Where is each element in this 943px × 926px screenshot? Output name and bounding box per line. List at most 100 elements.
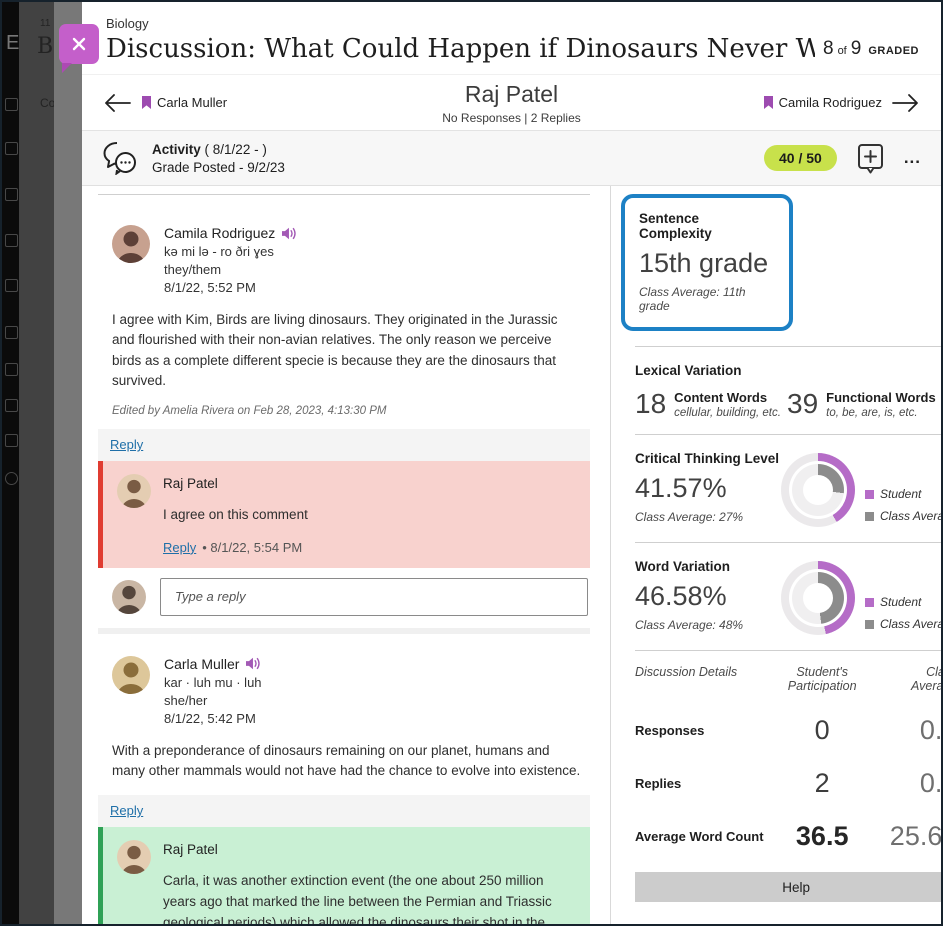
thread-divider xyxy=(98,194,590,195)
post-timestamp: 8/1/22, 5:52 PM xyxy=(164,280,256,295)
content-words-label: Content Words xyxy=(674,390,768,405)
student-value: 2 xyxy=(814,768,830,798)
close-button[interactable] xyxy=(59,24,99,73)
student-legend-swatch xyxy=(865,489,874,499)
student-reply-highlight-red: Raj Patel I agree on this comment Reply … xyxy=(98,461,590,568)
word-variation-title: Word Variation xyxy=(635,559,731,574)
student-legend-swatch xyxy=(865,597,874,607)
graded-current: 8 xyxy=(822,38,834,59)
reply-link[interactable]: Reply xyxy=(110,803,144,819)
next-student-arrow[interactable] xyxy=(892,93,919,113)
background-text-fragment: B xyxy=(37,34,54,59)
arrow-left-icon xyxy=(105,93,131,112)
previous-student-arrow[interactable] xyxy=(104,93,131,113)
add-feedback-icon[interactable] xyxy=(857,143,884,174)
nav-icon-sign-out[interactable] xyxy=(5,472,18,485)
critical-thinking-value: 41.57% xyxy=(635,473,727,503)
section-divider xyxy=(635,542,941,543)
row-label: Average Word Count xyxy=(635,829,764,844)
reply-input[interactable] xyxy=(160,577,588,616)
word-variation-value: 46.58% xyxy=(635,581,727,611)
analytics-panel: Sentence Complexity 15th grade Class Ave… xyxy=(610,186,943,924)
discussion-activity-icon xyxy=(103,142,136,175)
graded-progress: 8 of 9 GRADED xyxy=(815,38,919,60)
graded-label: GRADED xyxy=(868,45,919,57)
student-legend-label: Student xyxy=(880,595,922,609)
previous-student-name: Carla Muller xyxy=(157,95,228,110)
help-button[interactable]: Help xyxy=(635,872,941,902)
panel-header: Biology Discussion: What Could Happen if… xyxy=(82,2,941,74)
pronounce-name-icon[interactable] xyxy=(245,657,261,670)
previous-student-button[interactable]: Carla Muller xyxy=(141,95,227,110)
word-variation-donut-chart: Student Class Average xyxy=(781,561,943,635)
functional-words-value: 39 xyxy=(787,388,819,419)
pronounce-name-icon[interactable] xyxy=(281,227,296,240)
avatar xyxy=(112,225,150,263)
section-divider xyxy=(635,346,941,347)
student-value: 36.5 xyxy=(795,821,849,851)
student-reply-highlight-green: Raj Patel Carla, it was another extincti… xyxy=(98,827,590,924)
donut-legend: Student Class Average xyxy=(865,479,941,527)
nav-icon-messages[interactable] xyxy=(5,363,18,376)
graded-of: of xyxy=(837,45,847,57)
avatar xyxy=(117,474,151,508)
post-edited-note: Edited by Amelia Rivera on Feb 28, 2023,… xyxy=(112,405,387,417)
activity-text: Activity ( 8/1/22 - ) Grade Posted - 9/2… xyxy=(152,142,285,175)
critical-thinking-title: Critical Thinking Level xyxy=(635,451,780,466)
discussion-post: Camila Rodriguez kə mi lə - ro ðri ɣes t… xyxy=(98,225,590,417)
critical-thinking-section: Critical Thinking Level 41.57% Class Ave… xyxy=(635,451,941,527)
reply-link[interactable]: Reply xyxy=(110,437,144,452)
discussion-thread: Camila Rodriguez kə mi lə - ro ðri ɣes t… xyxy=(82,186,610,924)
sentence-complexity-card: Sentence Complexity 15th grade Class Ave… xyxy=(621,194,793,331)
details-header-2: Student's Participation xyxy=(787,665,857,693)
next-student-button[interactable]: Camila Rodriguez xyxy=(763,95,882,110)
content-words-stat: 18 Content Words cellular, building, etc… xyxy=(635,390,787,420)
dimmed-page-strip: 11 B Co xyxy=(19,2,55,924)
donut-legend: Student Class Average xyxy=(865,587,943,635)
student-value: 0 xyxy=(814,715,830,745)
post-pronunciation: kar · luh mu · luh xyxy=(164,674,262,690)
functional-words-stat: 39 Functional Words to, be, are, is, etc… xyxy=(787,388,939,420)
grade-pill[interactable]: 40 / 50 xyxy=(764,145,837,171)
nav-icon-activity[interactable] xyxy=(5,188,18,201)
nav-icon-organizations[interactable] xyxy=(5,279,18,292)
critical-thinking-average: Class Average: 27% xyxy=(635,510,744,524)
post-pronouns: they/them xyxy=(164,262,222,277)
word-variation-average: Class Average: 48% xyxy=(635,618,744,632)
activity-label: Activity xyxy=(152,141,201,157)
nav-icon-calendar[interactable] xyxy=(5,326,18,339)
arrow-right-icon xyxy=(892,93,918,112)
dimmed-overlay-strip xyxy=(54,2,82,924)
avatar xyxy=(112,655,150,694)
bookmark-icon xyxy=(763,96,773,109)
post-body: With a preponderance of dinosaurs remain… xyxy=(112,742,581,779)
class-value: 0.8 xyxy=(919,715,943,745)
lexical-variation-title: Lexical Variation xyxy=(635,363,742,378)
base-nav-rail: E xyxy=(2,2,19,924)
lexical-variation-section: Lexical Variation 18 Content Words cellu… xyxy=(635,363,941,420)
nav-icon-tools[interactable] xyxy=(5,434,18,447)
details-header-1: Discussion Details xyxy=(635,665,738,679)
reply-band: Reply xyxy=(98,795,590,828)
reply-timestamp: • 8/1/22, 5:54 PM xyxy=(202,539,303,555)
page-title: Discussion: What Could Happen if Dinosau… xyxy=(106,34,815,64)
activity-bar: Activity ( 8/1/22 - ) Grade Posted - 9/2… xyxy=(82,131,941,186)
avatar xyxy=(117,840,151,875)
nav-icon-courses[interactable] xyxy=(5,234,18,247)
row-label: Responses xyxy=(635,723,705,738)
more-options-icon[interactable]: ... xyxy=(903,148,921,167)
post-author: Camila Rodriguez xyxy=(164,225,276,241)
nav-icon-grades[interactable] xyxy=(5,399,18,412)
class-average-legend-label: Class Average xyxy=(880,617,943,631)
student-legend-label: Student xyxy=(880,487,922,501)
nav-icon-institution[interactable] xyxy=(5,98,18,111)
section-divider xyxy=(635,650,941,651)
reply-link[interactable]: Reply xyxy=(163,539,197,555)
nav-icon-profile[interactable] xyxy=(5,142,18,155)
post-body: I agree with Kim, Birds are living dinos… xyxy=(112,312,558,388)
activity-dates: ( 8/1/22 - ) xyxy=(204,141,267,157)
discussion-post: Carla Muller kar · luh mu · luh she/her xyxy=(98,655,590,782)
post-author: Carla Muller xyxy=(164,655,240,672)
word-variation-section: Word Variation 46.58% Class Average: 48%… xyxy=(635,559,943,635)
